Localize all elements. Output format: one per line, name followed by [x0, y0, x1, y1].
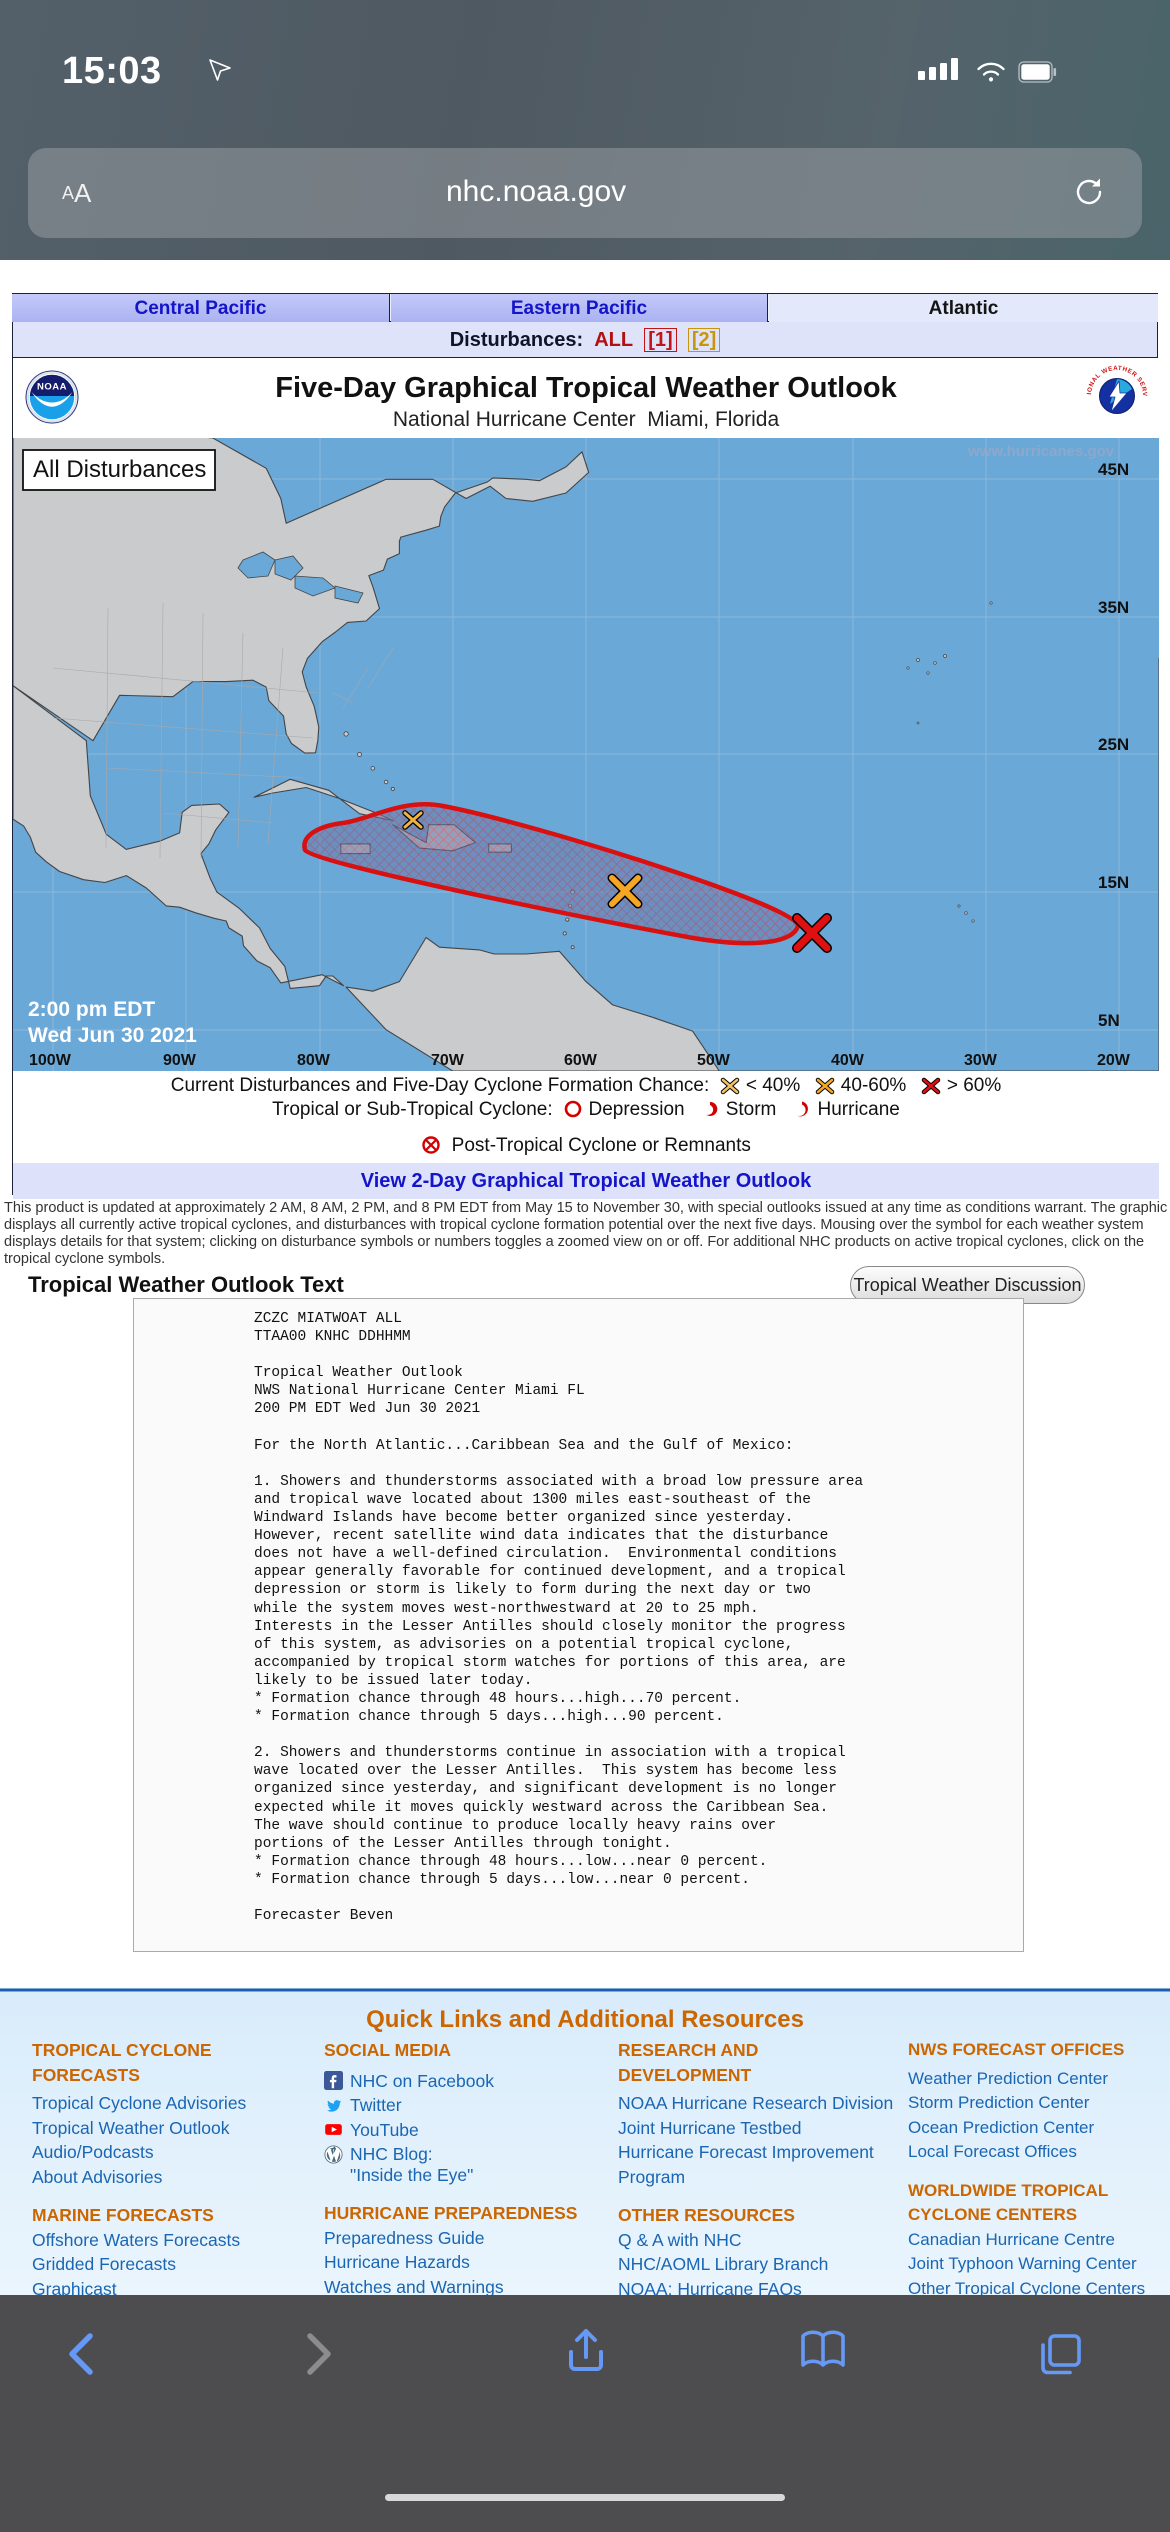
- svg-text:Wed Jun 30 2021: Wed Jun 30 2021: [28, 1024, 197, 1047]
- svg-text:30W: 30W: [964, 1052, 998, 1069]
- svg-text:All Disturbances: All Disturbances: [33, 456, 206, 483]
- svg-text:35N: 35N: [1098, 598, 1129, 617]
- svg-text:90W: 90W: [163, 1052, 197, 1069]
- svg-text:50W: 50W: [697, 1052, 731, 1069]
- svg-text:80W: 80W: [297, 1052, 331, 1069]
- svg-text:60W: 60W: [564, 1052, 598, 1069]
- svg-text:25N: 25N: [1098, 735, 1129, 754]
- svg-text:www.hurricanes.gov: www.hurricanes.gov: [967, 443, 1115, 460]
- svg-text:5N: 5N: [1098, 1011, 1120, 1030]
- svg-text:20W: 20W: [1097, 1052, 1131, 1069]
- svg-text:100W: 100W: [29, 1052, 72, 1069]
- svg-text:45N: 45N: [1098, 460, 1129, 479]
- svg-text:70W: 70W: [431, 1052, 465, 1069]
- svg-text:15N: 15N: [1098, 873, 1129, 892]
- svg-text:40W: 40W: [831, 1052, 865, 1069]
- svg-text:2:00 pm EDT: 2:00 pm EDT: [28, 998, 155, 1021]
